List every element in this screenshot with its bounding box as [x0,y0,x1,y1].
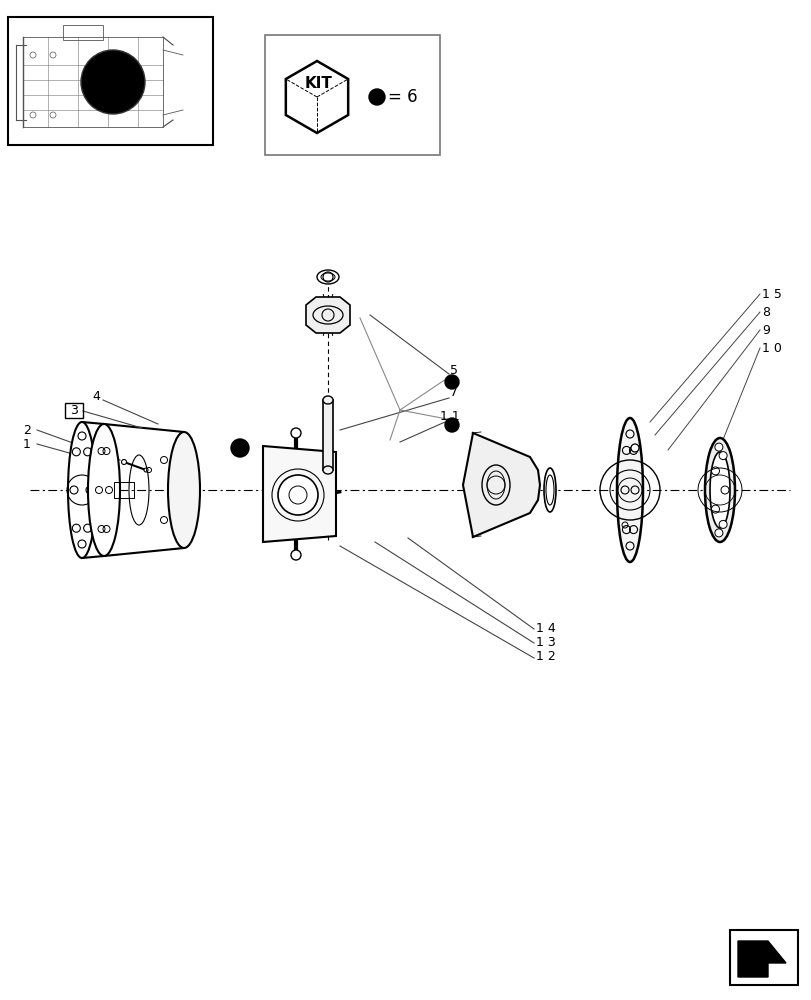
Ellipse shape [616,418,642,562]
Circle shape [368,89,384,105]
Circle shape [630,444,638,452]
Bar [323,400,333,470]
Circle shape [277,475,318,515]
Circle shape [122,460,127,464]
Circle shape [714,443,722,451]
Circle shape [323,272,333,282]
Bar [63,25,103,40]
Ellipse shape [709,452,729,528]
Ellipse shape [68,422,96,558]
Circle shape [290,428,301,438]
Text: 4: 4 [92,390,100,403]
Text: 3: 3 [70,404,78,418]
Circle shape [290,550,301,560]
Bar [8,17,212,145]
Polygon shape [737,941,785,977]
Bar [729,930,797,985]
Ellipse shape [543,468,556,512]
Polygon shape [462,433,539,537]
Text: 1 5: 1 5 [761,288,781,300]
Text: KIT: KIT [305,76,333,91]
Circle shape [144,468,148,472]
Bar [23,37,163,127]
Ellipse shape [316,270,338,284]
Ellipse shape [323,466,333,474]
Circle shape [719,452,726,460]
Ellipse shape [704,438,734,542]
Ellipse shape [323,396,333,404]
Text: 8: 8 [761,306,769,318]
Bar [264,35,440,155]
Circle shape [710,467,719,475]
Circle shape [720,486,728,494]
Text: 2: 2 [23,424,31,436]
Polygon shape [263,446,336,542]
Circle shape [230,439,249,457]
Text: 7: 7 [449,385,457,398]
Text: 9: 9 [761,324,769,336]
Bar [114,482,134,498]
Bar [65,403,83,418]
Ellipse shape [88,424,120,556]
Circle shape [444,375,458,389]
Text: = 6: = 6 [388,88,417,106]
Circle shape [719,520,726,528]
Text: 1 0: 1 0 [761,342,781,355]
Text: 1 4: 1 4 [535,621,555,634]
Circle shape [714,529,722,537]
Text: 5: 5 [449,363,457,376]
Text: 1 1: 1 1 [440,410,459,422]
Polygon shape [306,297,350,333]
Text: 1 2: 1 2 [535,650,555,664]
Circle shape [444,418,458,432]
Ellipse shape [168,432,200,548]
Circle shape [710,505,719,513]
Circle shape [81,50,145,114]
Text: 1: 1 [23,438,31,450]
Text: 1 3: 1 3 [535,636,555,648]
